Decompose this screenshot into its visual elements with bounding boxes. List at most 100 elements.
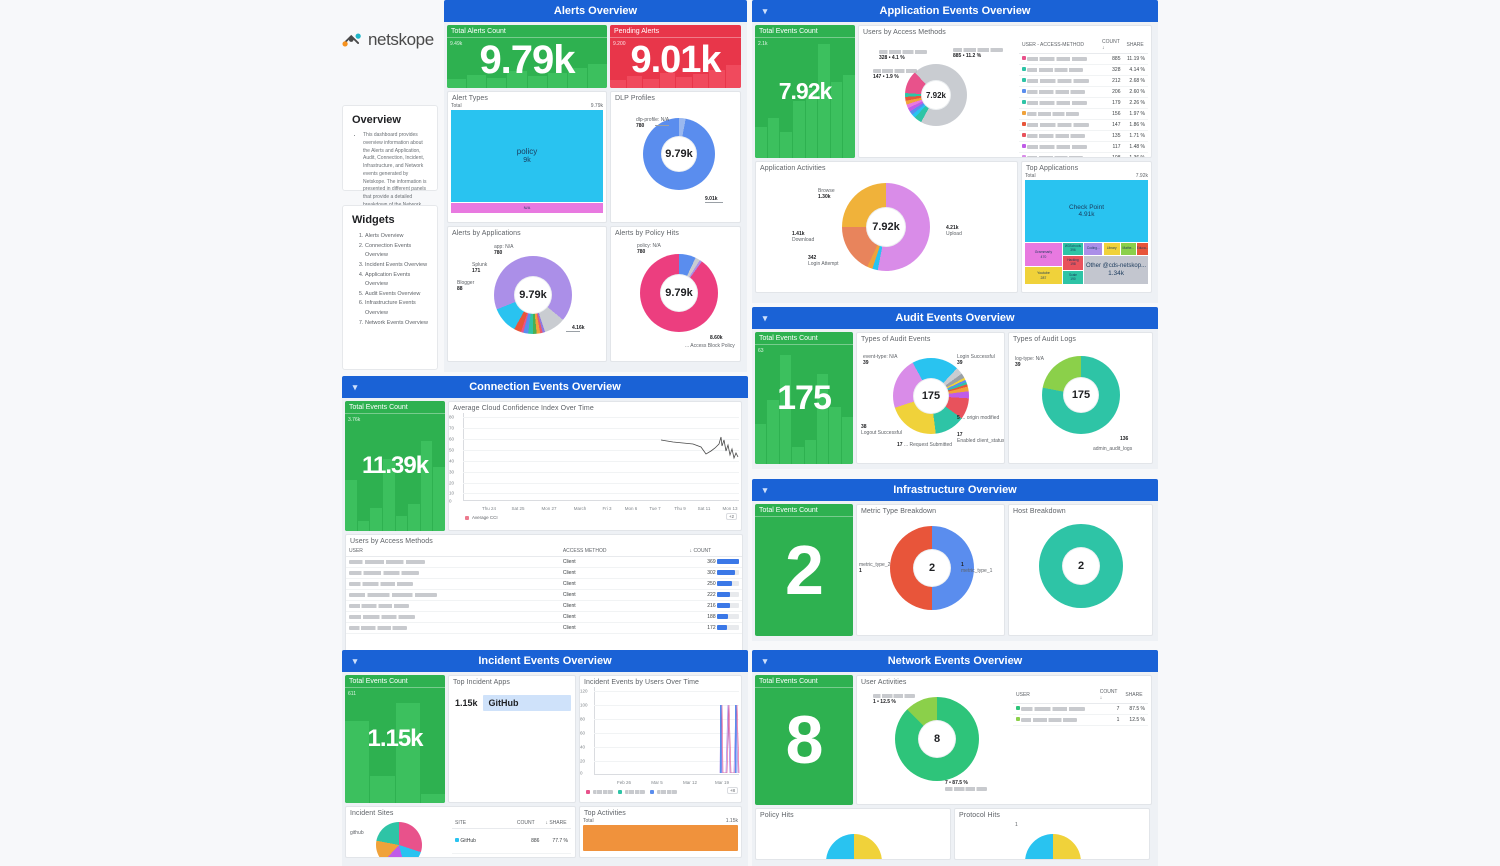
incident-sites-donut[interactable]: github [350,818,446,857]
treemap-box[interactable]: Other @cds-netskop... 1.34k [1084,256,1148,284]
col-count[interactable]: ↓ COUNT [686,546,742,557]
treemap-box[interactable]: policy 9k [451,110,603,202]
dlp-profiles-card: DLP Profiles 9.79k dlp-profile: N/A 780 … [610,91,741,223]
treemap-box[interactable]: Scale 190 [1063,271,1083,284]
user-activities-table[interactable]: USER COUNT ↓ SHARE 7 87.5 % 1 12.5 % [1013,687,1148,726]
treemap-box[interactable]: Mathe... [1120,243,1136,255]
application-panel-header[interactable]: ▾ Application Events Overview [752,0,1158,22]
cci-line-chart[interactable]: 80 70 60 50 40 30 20 10 0 Thu 24 Sat 25 Mon 27… [449,413,741,513]
chevron-down-icon[interactable]: ▾ [352,381,358,392]
incident-sites-table[interactable]: SITE COUNT ↓ SHARE GitHub 886 77.7 % [452,818,571,854]
treemap-box[interactable]: Grammarly 470 [1025,243,1062,266]
table-row[interactable]: Client 172 [346,622,742,634]
protocol-hits-donut[interactable]: 1 [955,820,1149,859]
table-row[interactable]: 206 2.60 % [1019,86,1148,98]
widget-item[interactable]: Application Events Overview [365,271,428,290]
widget-item[interactable]: Connection Events Overview [365,242,428,261]
total-alerts-count-tile: Total Alerts Count 9.49k 9.79k [447,25,607,88]
col-count[interactable]: COUNT ↓ [1098,37,1124,54]
table-row[interactable]: Client 369 [346,556,742,568]
table-row[interactable]: Client 302 [346,567,742,579]
connection-users-table[interactable]: USER ACCESS METHOD ↓ COUNT Client 369 Cli… [346,546,742,634]
table-row[interactable]: 135 1.71 % [1019,130,1148,142]
network-total-events-tile: Total Events Count 8 [755,675,853,805]
col-user[interactable]: USER [1013,687,1097,704]
col-access-method[interactable]: ACCESS METHOD [559,546,687,557]
top-applications-title: Top Applications [1026,165,1079,172]
table-row[interactable]: 179 2.26 % [1019,97,1148,109]
types-of-audit-events-title: Types of Audit Events [861,336,931,343]
col-share[interactable]: ↓ SHARE [542,818,571,829]
widget-item[interactable]: Alerts Overview [365,232,428,242]
treemap-box[interactable]: Coding... [1084,243,1103,255]
chevron-down-icon[interactable]: ▾ [762,312,768,323]
table-row[interactable]: 117 1.48 % [1019,141,1148,153]
table-row[interactable]: 7 87.5 % [1013,703,1148,715]
table-row[interactable]: Client 216 [346,600,742,612]
table-row[interactable]: 212 2.68 % [1019,75,1148,87]
incident-line-chart[interactable]: 120 100 80 60 40 20 0 Feb 26 Mar 5 Mar 12 Ma… [580,687,741,787]
metric-type-breakdown-card: Metric Type Breakdown 2 metric_type_2 1 1… [856,504,1005,636]
table-row[interactable]: 1 12.5 % [1013,714,1148,726]
chevron-down-icon[interactable]: ▾ [762,484,768,495]
incident-legend-item[interactable] [618,788,645,794]
app-users-by-access-donut[interactable]: 7.92k 328 • 4.1 % 147 • 1.9 % 885 • 11.2… [859,37,1019,149]
col-count[interactable]: COUNT ↓ [1096,687,1123,704]
infrastructure-panel-header[interactable]: ▾ Infrastructure Overview [752,479,1158,501]
top-incident-apps-card: Top Incident Apps 1.15k GitHub [448,675,576,803]
table-row[interactable]: Client 222 [346,589,742,601]
widget-item[interactable]: Audit Events Overview [365,290,428,300]
overview-title: Overview [352,114,401,126]
treemap-box[interactable]: N/A [451,203,603,213]
table-row[interactable]: GitHub 886 77.7 % [452,828,571,854]
col-count[interactable]: COUNT [513,818,543,829]
table-row[interactable]: 147 1.86 % [1019,119,1148,131]
cci-more-series-button[interactable]: +2 [725,513,737,520]
network-panel-header[interactable]: ▾ Network Events Overview [752,650,1158,672]
treemap-box[interactable]: Hacking 198 [1063,256,1083,270]
col-site[interactable]: SITE [452,818,514,829]
app-users-legend-table[interactable]: USER - ACCESS-METHOD COUNT ↓ SHARE 885 11… [1019,37,1148,157]
incident-legend-item[interactable] [650,788,677,794]
chevron-down-icon[interactable]: ▾ [762,5,768,16]
treemap-box-label: W3Schools [1064,244,1082,249]
treemap-box[interactable]: W3Schools 396 [1063,243,1083,255]
table-row[interactable]: Client 188 [346,611,742,623]
col-share[interactable]: SHARE [1123,37,1148,54]
top-incident-app-name[interactable]: GitHub [482,695,571,711]
incident-more-series-button[interactable]: +8 [726,787,738,794]
table-row[interactable]: 328 4.14 % [1019,64,1148,76]
treemap-box[interactable]: Educa... [1136,243,1148,255]
table-row[interactable]: 156 1.97 % [1019,108,1148,120]
treemap-box[interactable]: Check Point 4.91k [1025,180,1148,242]
chevron-down-icon[interactable]: ▾ [762,655,768,666]
dlp-profiles-donut: 9.79k dlp-profile: N/A 780 9.01k [611,103,740,211]
table-row[interactable]: 885 11.19 % [1019,53,1148,65]
panel-audit-events: ▾ Audit Events Overview Total Events Cou… [752,307,1158,469]
donut-label: dlp-profile: N/A 780 [636,117,670,130]
treemap-box[interactable]: Youtube 287 [1025,267,1062,284]
col-share[interactable]: SHARE [1122,687,1148,704]
widget-item[interactable]: Incident Events Overview [365,261,428,271]
treemap-box[interactable]: Library [1103,243,1120,255]
incident-legend-item[interactable] [586,788,613,794]
chevron-down-icon[interactable]: ▾ [352,655,358,666]
panel-application-events: ▾ Application Events Overview Total Even… [752,0,1158,303]
user-activities-donut[interactable]: 8 1 • 12.5 % 7 • 87.5 % [857,687,1013,797]
overview-text: This dashboard provides overview informa… [363,132,428,217]
col-user-access-method[interactable]: USER - ACCESS-METHOD [1019,37,1099,54]
widget-item[interactable]: Network Events Overview [365,319,428,329]
table-row[interactable]: 108 1.36 % [1019,152,1148,157]
top-activities-treemap[interactable] [583,825,738,851]
donut-label: 38 Logout Successful [861,424,902,437]
alerts-panel-header[interactable]: Alerts Overview [444,0,747,22]
connection-panel-header[interactable]: ▾ Connection Events Overview [342,376,748,398]
policy-hits-donut[interactable] [756,820,950,859]
incident-panel-header[interactable]: ▾ Incident Events Overview [342,650,748,672]
col-user[interactable]: USER [346,546,560,557]
table-row[interactable]: Client 250 [346,578,742,590]
audit-panel-header[interactable]: ▾ Audit Events Overview [752,307,1158,329]
cci-legend[interactable]: Average CCI [465,513,498,520]
types-of-audit-events-card: Types of Audit Events 175 event-type: N/… [856,332,1005,464]
widget-item[interactable]: Infrastructure Events Overview [365,299,428,318]
